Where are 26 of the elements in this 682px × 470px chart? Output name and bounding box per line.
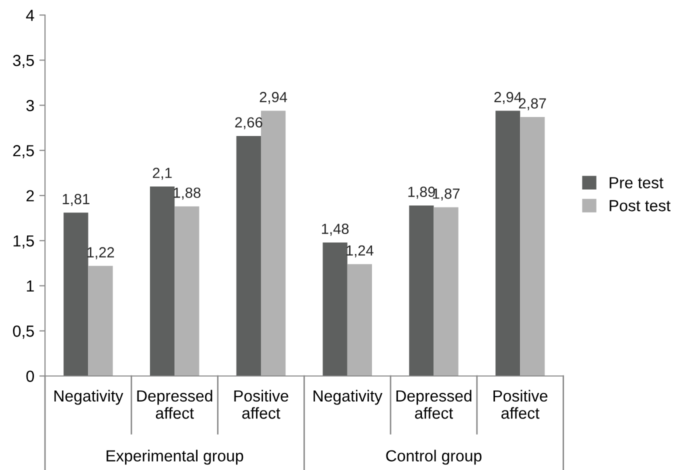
x-tick-label: Positive affect <box>493 390 548 419</box>
text: Experimental group <box>106 450 244 465</box>
data-label: 2,66 <box>235 117 262 130</box>
y-tick-label: 1,5 <box>14 235 34 248</box>
y-tick-label: 0 <box>26 370 34 382</box>
y-tick-label: 2,5 <box>13 145 34 158</box>
x-tick-label: Negativity <box>314 390 382 405</box>
y-tick-label: 0,5 <box>13 326 34 339</box>
data-label: 1,89 <box>408 186 435 199</box>
x-tick-label: Negativity <box>54 390 124 405</box>
x-tick-label: Depressed affect <box>137 390 212 419</box>
data-label: 1,87 <box>432 188 460 201</box>
data-label: 2,94 <box>260 92 288 104</box>
x-tick-label: Positive affect <box>234 390 288 419</box>
y-tick-label: 1 <box>26 280 34 292</box>
y-tick-label: 3,5 <box>13 54 34 68</box>
y-tick-label: 2 <box>26 190 34 202</box>
legend-label: Post test <box>610 200 670 212</box>
text: Control group <box>386 450 482 465</box>
x-tick-label: Depressed affect <box>396 390 472 419</box>
y-tick-label: 3 <box>26 100 34 112</box>
data-label: 2,1 <box>152 168 172 180</box>
y-tick-label: 4 <box>26 10 34 21</box>
legend-label: Pre test <box>610 177 664 188</box>
data-label: 1,81 <box>62 194 90 206</box>
data-label: 1,48 <box>322 224 349 236</box>
